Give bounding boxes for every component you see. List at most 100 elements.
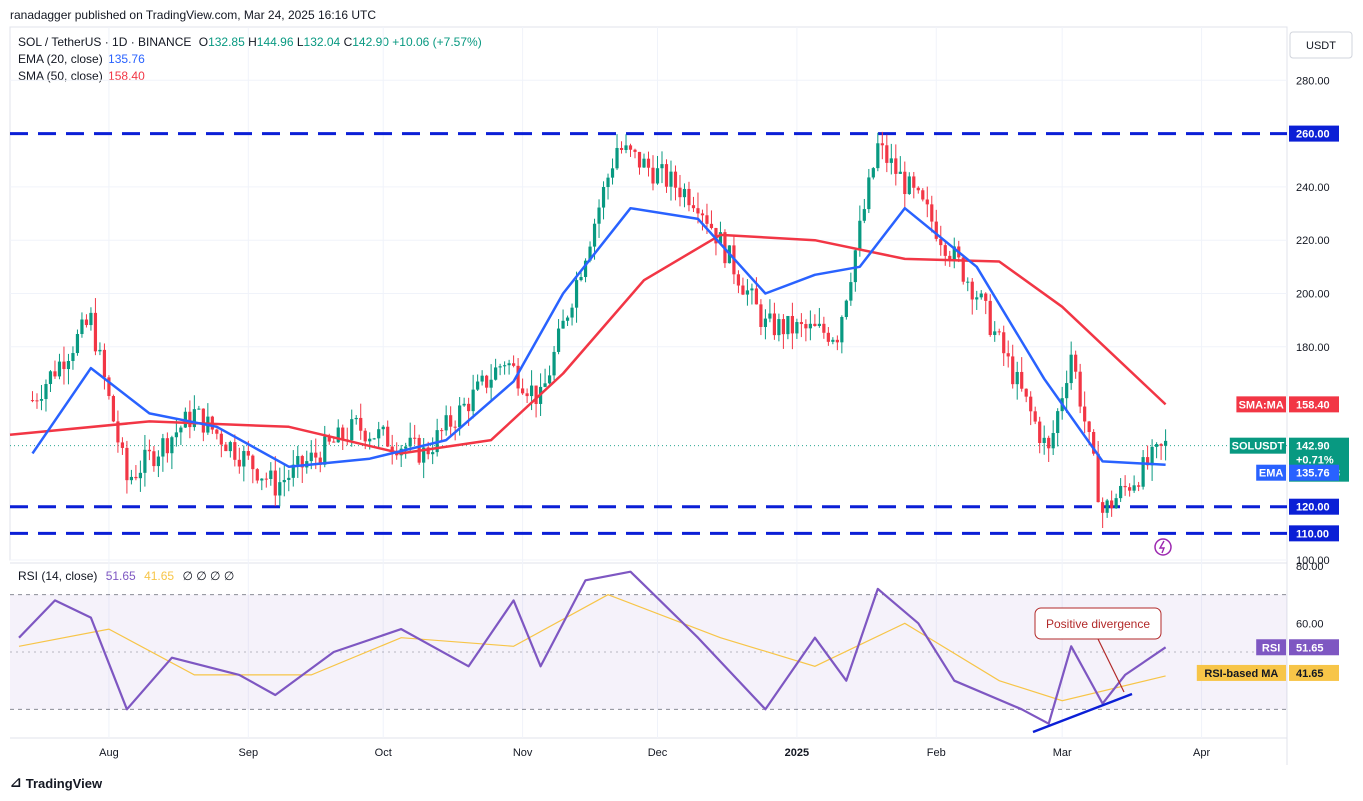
rsi-ma-price-tag[interactable]: RSI-based MA 41.65 <box>1196 664 1339 681</box>
candle[interactable] <box>291 450 295 487</box>
candle[interactable] <box>260 478 264 491</box>
candle[interactable] <box>1078 363 1082 414</box>
sma-price-tag[interactable]: SMA:MA 158.40 <box>1236 396 1339 413</box>
candle[interactable] <box>984 292 988 315</box>
candle[interactable] <box>975 290 979 310</box>
candle[interactable] <box>390 434 394 465</box>
candle[interactable] <box>637 151 642 175</box>
candle[interactable] <box>354 415 358 425</box>
candle[interactable] <box>449 406 453 436</box>
ema-price-tag[interactable]: EMA 135.76 <box>1256 464 1339 481</box>
candle[interactable] <box>858 205 862 257</box>
candle[interactable] <box>282 464 286 497</box>
candle[interactable] <box>183 407 187 428</box>
candle[interactable] <box>1110 490 1114 517</box>
candle[interactable] <box>66 353 71 385</box>
candle[interactable] <box>197 405 201 410</box>
candle[interactable] <box>1128 483 1132 497</box>
candle[interactable] <box>1033 406 1037 425</box>
candle[interactable] <box>471 374 475 419</box>
candle[interactable] <box>1141 450 1145 490</box>
candle[interactable] <box>35 393 39 409</box>
candle[interactable] <box>1042 425 1046 455</box>
candle[interactable] <box>156 450 160 478</box>
candle[interactable] <box>912 171 916 199</box>
candle[interactable] <box>988 294 992 337</box>
candle[interactable] <box>687 181 691 212</box>
candle[interactable] <box>826 327 830 346</box>
candle[interactable] <box>673 165 678 201</box>
candle[interactable] <box>691 196 696 212</box>
candle[interactable] <box>152 446 156 472</box>
candle[interactable] <box>170 435 174 470</box>
candle[interactable] <box>278 467 282 507</box>
candle[interactable] <box>1119 478 1123 502</box>
candle[interactable] <box>269 462 273 486</box>
candle[interactable] <box>718 221 723 244</box>
candle[interactable] <box>876 132 880 172</box>
candle[interactable] <box>966 277 970 292</box>
candle[interactable] <box>885 134 889 173</box>
candle[interactable] <box>520 378 525 395</box>
candle[interactable] <box>952 237 956 269</box>
rsi-line[interactable] <box>18 570 1167 725</box>
candle[interactable] <box>453 420 457 441</box>
candle[interactable] <box>399 444 403 468</box>
candle[interactable] <box>435 418 439 457</box>
candle[interactable] <box>543 368 547 388</box>
candle[interactable] <box>116 410 120 453</box>
candle[interactable] <box>44 379 48 412</box>
candle[interactable] <box>619 141 624 154</box>
candle[interactable] <box>930 195 934 233</box>
candle[interactable] <box>804 319 808 342</box>
candle[interactable] <box>1159 443 1163 460</box>
candle[interactable] <box>264 472 268 488</box>
candle[interactable] <box>880 131 884 160</box>
candle[interactable] <box>102 343 107 390</box>
candle[interactable] <box>831 337 835 345</box>
ema20-line[interactable] <box>31 206 1166 468</box>
candle[interactable] <box>678 174 682 207</box>
candle[interactable] <box>1105 498 1109 518</box>
candle[interactable] <box>206 403 210 435</box>
candle[interactable] <box>633 148 637 159</box>
candle[interactable] <box>651 155 655 191</box>
candle[interactable] <box>547 365 552 385</box>
candle[interactable] <box>1065 370 1069 413</box>
candle[interactable] <box>1146 445 1150 470</box>
candle[interactable] <box>1024 388 1028 403</box>
candle[interactable] <box>1011 344 1015 389</box>
level-tag-110-00[interactable]: 110.00 <box>1289 525 1339 542</box>
level-tag-260-00[interactable]: 260.00 <box>1289 125 1339 142</box>
candle[interactable] <box>844 299 848 320</box>
candle[interactable] <box>273 456 277 507</box>
candle[interactable] <box>512 355 516 368</box>
sma-legend[interactable]: SMA (50, close) 158.40 <box>18 69 145 83</box>
candle[interactable] <box>98 342 102 356</box>
candle[interactable] <box>736 270 741 294</box>
candle[interactable] <box>147 439 151 461</box>
candle[interactable] <box>916 186 920 194</box>
candle[interactable] <box>93 298 98 356</box>
candle[interactable] <box>777 313 781 342</box>
candle[interactable] <box>381 425 385 436</box>
candle[interactable] <box>75 329 80 356</box>
candle[interactable] <box>1006 340 1010 368</box>
candle[interactable] <box>1074 350 1078 379</box>
candle[interactable] <box>165 432 169 463</box>
candle[interactable] <box>552 346 556 381</box>
candle[interactable] <box>997 328 1001 336</box>
candle[interactable] <box>1002 325 1006 367</box>
candle[interactable] <box>813 314 817 327</box>
candle[interactable] <box>840 315 844 354</box>
candle[interactable] <box>525 388 529 403</box>
candle[interactable] <box>853 249 857 292</box>
candle[interactable] <box>781 314 785 349</box>
sma50-line[interactable] <box>9 233 1167 455</box>
candle[interactable] <box>790 302 794 350</box>
candle[interactable] <box>993 321 997 342</box>
level-tag-120-00[interactable]: 120.00 <box>1289 498 1339 515</box>
candle[interactable] <box>1114 493 1118 509</box>
candle[interactable] <box>1015 361 1019 400</box>
ema-legend[interactable]: EMA (20, close) 135.76 <box>18 52 145 66</box>
